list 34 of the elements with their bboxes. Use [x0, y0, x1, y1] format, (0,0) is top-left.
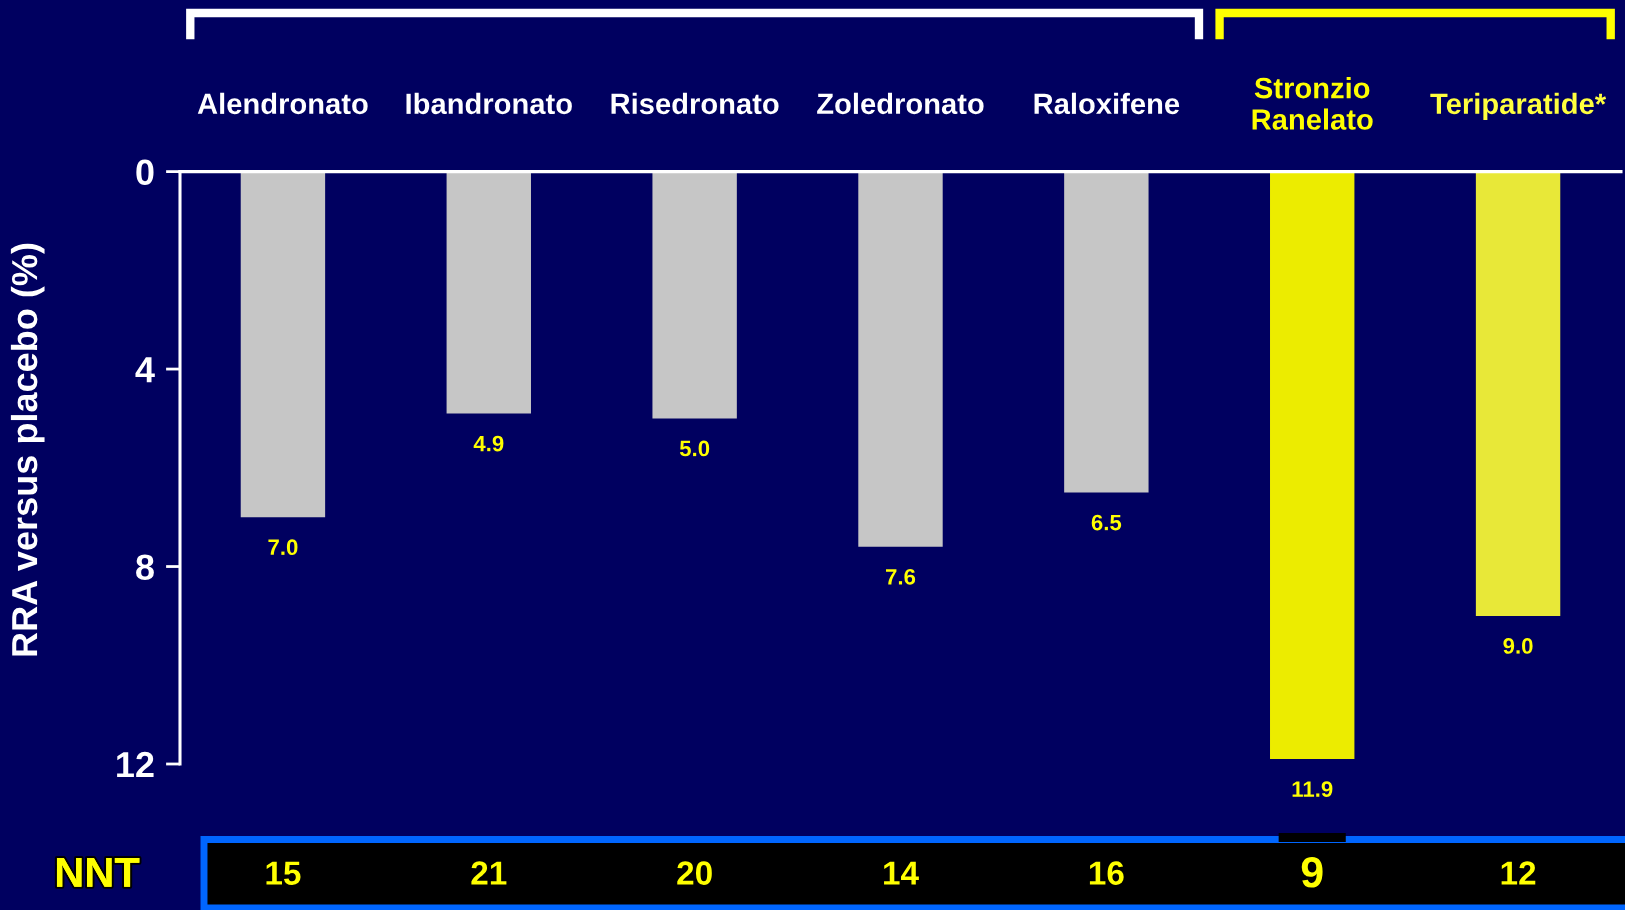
- data-label: 9.0: [1503, 638, 1533, 654]
- bar: [652, 171, 737, 419]
- text: 21: [471, 861, 507, 885]
- x-tick-label: Zoledronato: [817, 92, 984, 115]
- y-tick-label: 4: [135, 357, 155, 383]
- data-label: 4.9: [473, 435, 504, 452]
- text: NNT: [56, 858, 140, 887]
- x-tick-label: Ibandronato: [406, 92, 572, 115]
- bar: [240, 171, 326, 518]
- bar: [446, 171, 531, 414]
- y-tick-label: 0: [136, 159, 154, 186]
- bar: [1475, 171, 1561, 616]
- bar: [1064, 171, 1149, 493]
- y-axis-title: RRA versus placebo (%): [10, 243, 45, 656]
- text: 14: [884, 861, 919, 885]
- data-label: 7.6: [886, 568, 916, 585]
- data-label: 7.0: [268, 539, 298, 556]
- text: 12: [1501, 861, 1536, 885]
- data-label: 5.0: [679, 440, 710, 457]
- text: 16: [1089, 861, 1124, 885]
- y-tick-label: 12: [117, 751, 154, 778]
- bar: [1270, 171, 1355, 760]
- x-tick-label: Raloxifene: [1034, 92, 1180, 115]
- x-tick-label: Teriparatide*: [1430, 92, 1607, 120]
- y-tick-label: 8: [136, 554, 154, 580]
- text: 20: [677, 861, 712, 885]
- data-label: 11.9: [1292, 781, 1333, 797]
- x-tick-label: Alendronato: [197, 92, 368, 115]
- x-tick-label: Risedronato: [611, 92, 779, 115]
- bar: [858, 171, 943, 547]
- text: 9: [1301, 857, 1323, 888]
- text: 15: [266, 861, 301, 885]
- data-label: 6.5: [1091, 514, 1122, 531]
- x-tick-label: Stronzio Ranelato: [1252, 77, 1373, 130]
